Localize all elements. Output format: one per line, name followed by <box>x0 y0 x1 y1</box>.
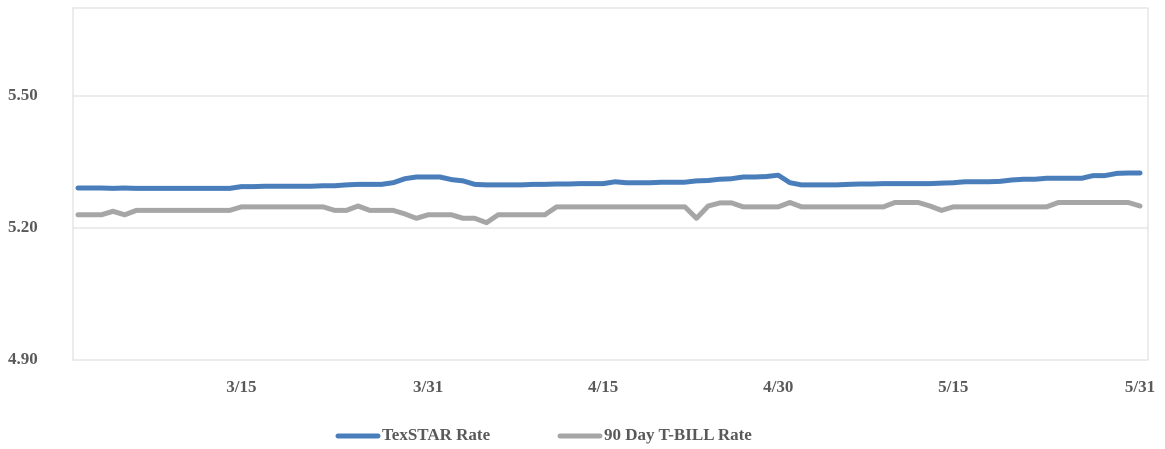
x-tick-label: 5/15 <box>938 377 968 396</box>
series-line <box>75 200 1143 226</box>
x-tick-label: 3/31 <box>413 377 443 396</box>
y-tick-label: 4.90 <box>8 349 38 368</box>
legend-label: TexSTAR Rate <box>382 425 491 444</box>
x-tick-label: 3/15 <box>226 377 256 396</box>
y-tick-label: 5.20 <box>8 217 38 236</box>
x-tick-label: 5/31 <box>1125 377 1155 396</box>
x-tick-label: 4/15 <box>588 377 618 396</box>
legend-label: 90 Day T-BILL Rate <box>604 425 752 444</box>
x-tick-label: 4/30 <box>763 377 793 396</box>
series-line <box>75 170 1143 191</box>
y-tick-label: 5.50 <box>8 85 38 104</box>
